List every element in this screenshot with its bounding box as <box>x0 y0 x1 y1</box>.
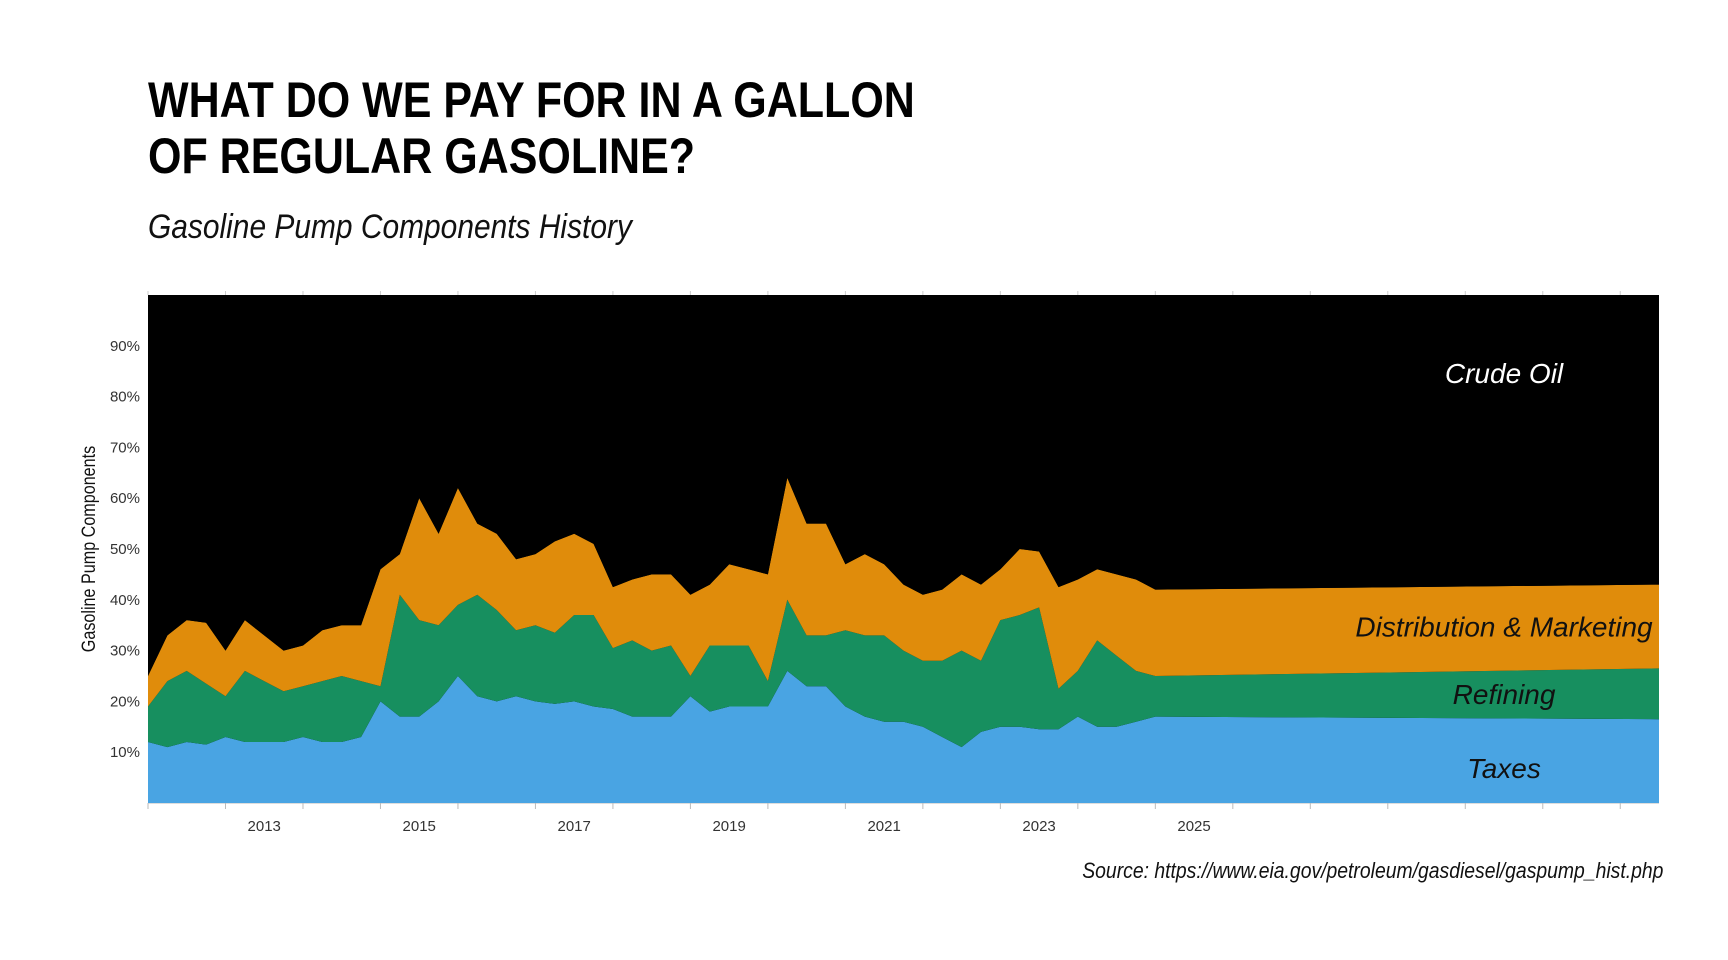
y-tick-label: 10% <box>110 744 140 761</box>
x-tick-label: 2025 <box>1177 818 1210 835</box>
y-tick-label: 20% <box>110 693 140 710</box>
area-labels-group: Taxes Refining Distribution & Marketing Cru… <box>1355 358 1653 784</box>
y-tick-label: 90% <box>110 338 140 355</box>
y-axis-label: Gasoline Pump Components <box>78 446 100 653</box>
source-note: Source: https://www.eia.gov/petroleum/ga… <box>1081 858 1663 883</box>
x-tick-label: 2019 <box>712 818 745 835</box>
x-tick-label: 2023 <box>1022 818 1055 835</box>
y-tick-label: 40% <box>110 592 140 609</box>
chart-title-line-2: OF REGULAR GASOLINE? <box>148 128 696 184</box>
x-tick-label: 2021 <box>867 818 900 835</box>
area-label-crude-oil: Crude Oil <box>1445 358 1564 389</box>
y-tick-label: 60% <box>110 490 140 507</box>
area-series-group <box>148 295 1659 803</box>
y-tick-label: 70% <box>110 439 140 456</box>
area-label-distribution-marketing: Distribution & Marketing <box>1355 611 1653 642</box>
area-crude-oil <box>148 295 1659 676</box>
y-tick-label: 30% <box>110 643 140 660</box>
x-tick-label: 2017 <box>557 818 590 835</box>
chart-subtitle: Gasoline Pump Components History <box>148 208 632 246</box>
x-tick-label: 2013 <box>248 818 281 835</box>
area-label-refining: Refining <box>1453 679 1556 710</box>
x-axis: 2013 2015 2017 2019 2021 2023 2025 <box>147 291 1659 835</box>
area-distribution-marketing <box>148 477 1659 707</box>
area-refining <box>148 594 1659 748</box>
y-tick-label: 80% <box>110 389 140 406</box>
y-tick-label: 50% <box>110 541 140 558</box>
area-taxes <box>148 670 1659 803</box>
chart-title-line-1: WHAT DO WE PAY FOR IN A GALLON <box>148 72 915 128</box>
area-label-taxes: Taxes <box>1467 753 1541 784</box>
chart-title: WHAT DO WE PAY FOR IN A GALLON OF REGULA… <box>148 72 915 184</box>
x-tick-label: 2015 <box>403 818 436 835</box>
y-axis: 10% 20% 30% 40% 50% 60% 70% 80% 90% <box>110 338 140 761</box>
